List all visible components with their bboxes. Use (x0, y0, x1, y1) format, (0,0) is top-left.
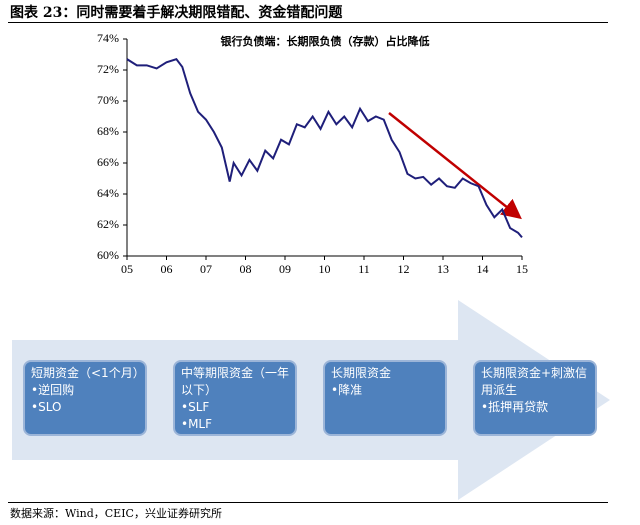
stage-box: 短期资金（<1个月） •逆回购 •SLO (23, 360, 147, 436)
stage-title: 中等期限资金（一年以下） (181, 366, 290, 397)
stage-item: •抵押再贷款 (481, 400, 549, 414)
y-tick-label: 64% (97, 186, 119, 200)
x-tick-label: 15 (516, 262, 528, 276)
y-tick-label: 70% (97, 93, 119, 107)
source: 数据来源：Wind，CEIC，兴业证券研究所 (10, 507, 222, 520)
y-tick-label: 72% (97, 62, 119, 76)
x-tick-label: 06 (161, 262, 173, 276)
stage-box: 长期限资金 •降准 (323, 360, 447, 436)
stage-box: 长期限资金+刺激信用派生 •抵押再贷款 (473, 360, 597, 436)
x-tick-label: 08 (240, 262, 252, 276)
x-tick-label: 12 (398, 262, 410, 276)
x-tick-label: 07 (200, 262, 212, 276)
y-tick-label: 66% (97, 155, 119, 169)
stage-item: •SLF (181, 400, 210, 414)
stage-title: 短期资金（<1个月） (31, 366, 145, 380)
x-tick-label: 05 (121, 262, 133, 276)
y-tick-label: 62% (97, 217, 119, 231)
x-tick-label: 13 (437, 262, 449, 276)
stage-title: 长期限资金 (331, 366, 392, 380)
stage-item: •SLO (31, 400, 62, 414)
rule (8, 22, 608, 23)
x-tick-label: 14 (477, 262, 489, 276)
x-tick-label: 11 (358, 262, 370, 276)
stage-item: •逆回购 (31, 383, 75, 397)
x-tick-label: 10 (319, 262, 331, 276)
x-tick-label: 09 (279, 262, 291, 276)
y-tick-label: 68% (97, 124, 119, 138)
stage-title: 长期限资金+刺激信用派生 (481, 366, 588, 397)
figure-title: 图表 23：同时需要着手解决期限错配、资金错配问题 (10, 5, 343, 21)
chart-title: 银行负债端：长期限负债（存款）占比降低 (221, 34, 430, 48)
stage-item: •降准 (331, 383, 363, 397)
stage-item: •MLF (181, 417, 213, 431)
line (126, 57, 523, 239)
y-tick-label: 60% (97, 248, 119, 262)
stage-box: 中等期限资金（一年以下） •SLF •MLF (173, 360, 297, 436)
trend-arrow (388, 112, 522, 220)
chart: 银行负债端：长期限负债（存款）占比降低 60% 62% 64% 66% 68% 70% 72… (12, 31, 610, 500)
rule (8, 502, 608, 503)
y-tick-label: 74% (97, 31, 119, 45)
flow-arrow (12, 300, 610, 500)
